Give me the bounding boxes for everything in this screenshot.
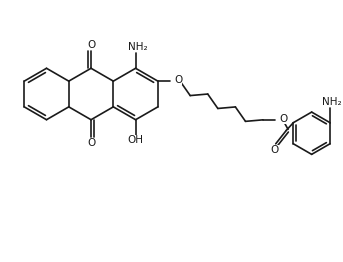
Text: OH: OH — [128, 135, 144, 145]
Text: O: O — [174, 75, 182, 85]
Text: NH₂: NH₂ — [128, 42, 147, 52]
Text: NH₂: NH₂ — [322, 97, 342, 107]
Text: O: O — [279, 114, 287, 124]
Text: O: O — [87, 40, 95, 50]
Text: O: O — [87, 138, 95, 148]
Text: O: O — [271, 145, 279, 155]
